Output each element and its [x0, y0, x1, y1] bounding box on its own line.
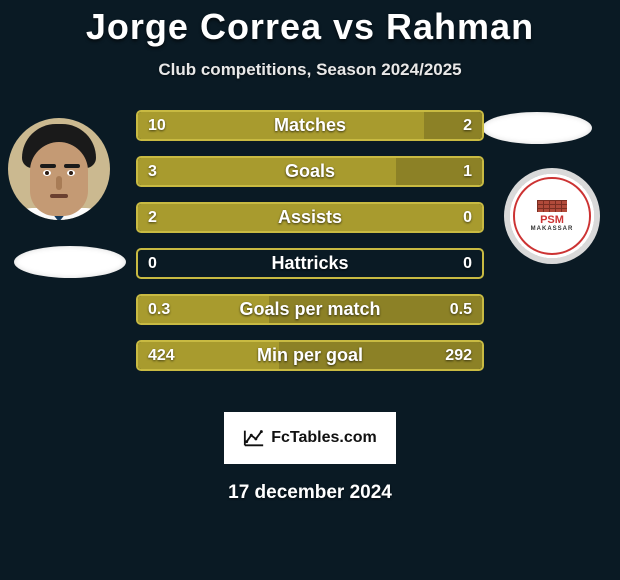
stat-label: Assists	[138, 207, 482, 228]
stat-label: Goals	[138, 161, 482, 182]
comparison-stage: PSM MAKASSAR 10Matches23Goals12Assists00…	[0, 110, 620, 390]
stat-bar: 2Assists0	[136, 202, 484, 233]
chart-icon	[243, 427, 265, 449]
stat-value-right: 0.5	[450, 301, 472, 319]
stat-value-right: 292	[445, 347, 472, 365]
stat-value-right: 0	[463, 255, 472, 273]
player-right-club-ellipse	[482, 112, 592, 144]
club-brick-icon	[537, 200, 567, 212]
stat-value-right: 0	[463, 209, 472, 227]
stat-bar: 424Min per goal292	[136, 340, 484, 371]
club-text-top: PSM	[540, 214, 564, 226]
stat-label: Hattricks	[138, 253, 482, 274]
subtitle: Club competitions, Season 2024/2025	[0, 60, 620, 80]
stat-label: Matches	[138, 115, 482, 136]
player-left-club-badge	[14, 246, 126, 278]
stat-bar: 0.3Goals per match0.5	[136, 294, 484, 325]
stat-label: Goals per match	[138, 299, 482, 320]
date-text: 17 december 2024	[0, 482, 620, 504]
player-right-club-badge: PSM MAKASSAR	[504, 168, 600, 264]
fctables-logo: FcTables.com	[224, 412, 396, 464]
stat-value-right: 2	[463, 117, 472, 135]
club-text-bottom: MAKASSAR	[531, 226, 574, 232]
stat-bar: 10Matches2	[136, 110, 484, 141]
stats-bar-list: 10Matches23Goals12Assists00Hattricks00.3…	[136, 110, 484, 371]
stat-label: Min per goal	[138, 345, 482, 366]
stat-value-right: 1	[463, 163, 472, 181]
stat-bar: 0Hattricks0	[136, 248, 484, 279]
logo-text: FcTables.com	[271, 429, 377, 447]
player-left-photo	[8, 118, 110, 220]
stat-bar: 3Goals1	[136, 156, 484, 187]
page-title: Jorge Correa vs Rahman	[0, 0, 620, 48]
player-left-face	[8, 118, 110, 220]
